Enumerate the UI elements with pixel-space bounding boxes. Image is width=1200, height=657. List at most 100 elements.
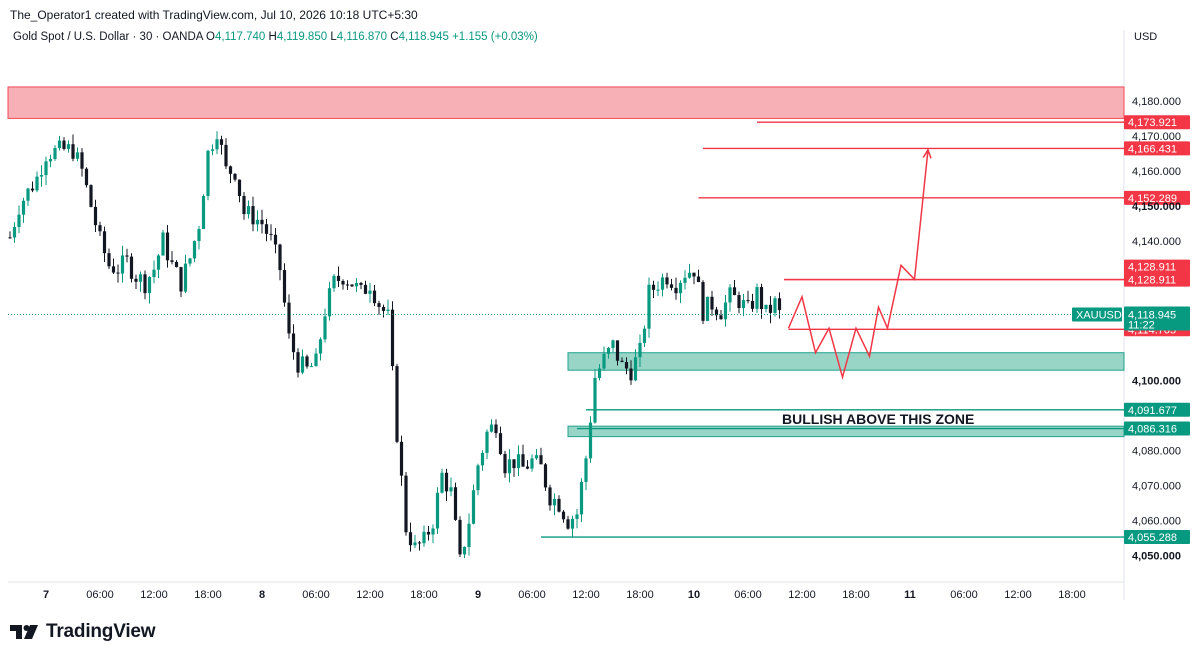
candle-body[interactable] [377,303,381,308]
candle-body[interactable] [120,255,125,274]
candle-body[interactable] [494,424,498,434]
candle-body[interactable] [512,459,516,469]
candle-body[interactable] [710,296,714,310]
candle-body[interactable] [386,309,390,311]
candle-body[interactable] [750,300,755,309]
currency-label[interactable]: USD [1134,31,1158,43]
candle-body[interactable] [516,454,521,469]
candle-body[interactable] [282,270,287,303]
candle-body[interactable] [669,284,674,288]
candle-body[interactable] [197,228,201,242]
candle-body[interactable] [8,237,12,239]
candle-body[interactable] [480,452,485,466]
candle-body[interactable] [696,276,701,283]
candle-body[interactable] [651,284,656,290]
candle-body[interactable] [489,424,494,432]
candle-body[interactable] [687,272,692,278]
candle-body[interactable] [264,224,269,234]
candle-body[interactable] [62,140,66,149]
candle-body[interactable] [350,284,354,287]
candle-body[interactable] [170,260,174,262]
candle-body[interactable] [332,275,336,289]
candle-body[interactable] [408,532,413,546]
candle-body[interactable] [345,284,350,286]
candle-body[interactable] [746,300,750,302]
candle-body[interactable] [147,277,152,294]
demand-zone-lower[interactable] [567,425,1125,438]
candle-body[interactable] [372,290,377,304]
candle-body[interactable] [161,232,165,256]
candle-body[interactable] [111,266,116,273]
candle-body[interactable] [768,304,773,313]
candle-body[interactable] [647,284,651,329]
candle-body[interactable] [125,255,129,257]
candle-body[interactable] [30,188,35,191]
candle-body[interactable] [165,232,170,261]
candle-body[interactable] [642,328,647,343]
candle-body[interactable] [534,455,539,459]
candle-body[interactable] [336,275,341,282]
projection-path[interactable] [787,149,929,381]
candle-body[interactable] [179,267,183,292]
candle-body[interactable] [458,519,462,555]
candle-body[interactable] [44,161,48,176]
candle-body[interactable] [728,287,732,303]
candle-body[interactable] [629,368,633,381]
candle-body[interactable] [485,431,489,453]
candle-body[interactable] [17,214,21,227]
candle-body[interactable] [75,152,80,159]
candle-body[interactable] [296,352,300,373]
candle-body[interactable] [674,287,678,294]
candle-body[interactable] [579,481,584,515]
candle-body[interactable] [21,200,26,215]
candle-body[interactable] [584,458,588,482]
candle-body[interactable] [755,287,759,309]
candle-body[interactable] [219,139,224,145]
candle-body[interactable] [602,353,606,369]
candle-body[interactable] [381,307,386,311]
candle-body[interactable] [476,465,480,491]
candle-body[interactable] [143,274,147,294]
candle-body[interactable] [588,422,593,459]
candle-body[interactable] [615,340,620,361]
candle-body[interactable] [566,519,570,529]
candle-body[interactable] [714,309,719,316]
candle-body[interactable] [89,185,93,207]
candle-body[interactable] [701,282,705,321]
candle-body[interactable] [48,159,53,162]
symbol-line[interactable]: Gold Spot / U.S. Dollar · 30 · OANDA [13,31,203,43]
candle-body[interactable] [471,490,476,524]
candle-body[interactable] [467,523,471,547]
candle-body[interactable] [354,282,359,287]
candle-body[interactable] [359,282,363,285]
candle-body[interactable] [624,361,629,369]
candle-body[interactable] [611,340,615,348]
candle-body[interactable] [309,366,314,368]
candle-body[interactable] [251,206,255,225]
candle-body[interactable] [323,316,327,340]
candle-body[interactable] [206,150,210,196]
candle-body[interactable] [260,219,264,225]
candle-body[interactable] [201,195,206,229]
candle-body[interactable] [593,378,597,423]
candle-body[interactable] [683,277,687,283]
candle-body[interactable] [404,475,408,533]
candle-body[interactable] [152,269,156,278]
candle-body[interactable] [224,144,228,167]
candle-body[interactable] [575,514,579,519]
candle-body[interactable] [525,466,530,469]
candle-body[interactable] [66,144,71,149]
candle-body[interactable] [530,458,534,469]
candle-body[interactable] [561,511,566,520]
candle-body[interactable] [606,347,611,354]
candle-body[interactable] [570,518,575,529]
candle-body[interactable] [395,366,399,442]
candle-body[interactable] [390,309,395,367]
candle-body[interactable] [440,472,444,493]
candle-body[interactable] [26,188,30,201]
candle-body[interactable] [741,300,746,309]
candle-body[interactable] [102,231,107,254]
candle-body[interactable] [215,139,219,150]
candle-body[interactable] [665,277,669,285]
